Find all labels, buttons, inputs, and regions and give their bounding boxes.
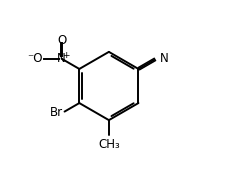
Text: ⁻O: ⁻O	[27, 52, 42, 65]
Text: +: +	[61, 51, 69, 60]
Text: Br: Br	[49, 106, 62, 119]
Text: N: N	[159, 52, 168, 65]
Text: CH₃: CH₃	[98, 138, 119, 150]
Text: O: O	[57, 34, 66, 47]
Text: N: N	[57, 52, 66, 65]
